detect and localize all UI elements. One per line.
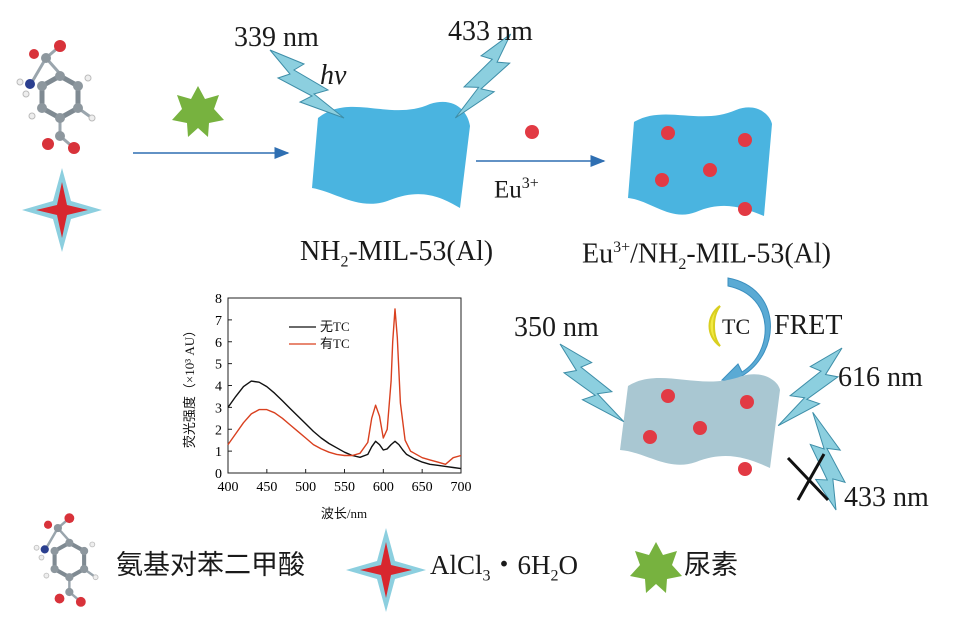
legend-salt-a: AlCl [430, 550, 483, 580]
y-tick-label: 1 [215, 445, 222, 460]
mof2-name-sup: 3+ [613, 239, 631, 256]
emission-433-label: 433 nm [448, 16, 533, 47]
eu-dot [738, 202, 752, 216]
chart-ylabel: 荧光强度（×10³ AU） [182, 324, 197, 448]
legend-salt-sub2: 2 [550, 567, 559, 585]
mof1-name-b: -MIL-53(Al) [348, 236, 494, 267]
mof1-name: NH2-MIL-53(Al) [300, 238, 493, 271]
eu-arrow-label: Eu3+ [494, 175, 539, 204]
x-tick-label: 500 [295, 480, 316, 495]
x-tick-label: 400 [218, 480, 239, 495]
fret-label: FRET [774, 310, 843, 341]
tc-label: TC [722, 314, 751, 339]
quench-cross-icon [786, 453, 830, 502]
y-tick-label: 4 [215, 380, 222, 395]
hv-label: hv [320, 60, 347, 91]
emission-616-label: 616 nm [838, 362, 923, 393]
legend-ligand-icon [34, 513, 98, 606]
mof2-name-a: Eu [582, 238, 614, 270]
mof1-name-a: NH [300, 236, 341, 267]
legend-ligand-label: 氨基对苯二甲酸 [116, 550, 305, 581]
y-tick-label: 3 [215, 401, 222, 416]
chart-lines [227, 308, 462, 470]
eu-dot [661, 389, 675, 403]
nh2-mil-53-sheet [312, 101, 470, 208]
y-tick-label: 6 [215, 336, 222, 351]
legend-salt-c: O [558, 550, 579, 580]
eu-dot [703, 163, 717, 177]
x-tick-label: 450 [256, 480, 277, 495]
mof2-name-sub: 2 [678, 255, 687, 273]
eu-dot [740, 395, 754, 409]
x-tick-label: 650 [412, 480, 433, 495]
legend-no-tc: 无TC [320, 319, 350, 334]
eu-ion-dot [525, 125, 539, 139]
chart-xlabel: 波长/nm [321, 506, 367, 521]
y-tick-label: 2 [215, 423, 222, 438]
ligand-molecule-icon [17, 40, 95, 154]
legend-salt-b: ・6H [490, 550, 551, 580]
eu-dot [643, 430, 657, 444]
series-line-tc [227, 308, 462, 465]
eu-dot [661, 126, 675, 140]
y-tick-label: 8 [215, 292, 222, 307]
y-tick-label: 7 [215, 314, 222, 329]
excitation-350-bolt-icon [550, 343, 634, 423]
eu-symbol: Eu [494, 176, 522, 204]
eu-dot [693, 421, 707, 435]
series-line-no-tc [227, 380, 462, 470]
eu-charge: 3+ [521, 175, 539, 192]
legend-alcl3-star-icon [346, 528, 426, 612]
legend-salt-sub1: 3 [482, 567, 491, 585]
quenched-433-label: 433 nm [844, 482, 929, 513]
eu-dot [655, 173, 669, 187]
mof2-name-b: /NH [630, 238, 679, 270]
x-tick-label: 700 [451, 480, 472, 495]
tc-moon-icon [708, 305, 721, 347]
eu-dot [738, 133, 752, 147]
fluorescence-chart: 400 450 500 550 600 650 700 0 1 2 3 4 5 6 7 8 无TC 有TC 波… [182, 292, 472, 521]
chart-legend: 无TC 有TC [289, 319, 350, 351]
mof2-name-c: -MIL-53(Al) [686, 238, 831, 270]
y-tick-label: 5 [215, 358, 222, 373]
excitation-350-label: 350 nm [514, 312, 599, 343]
legend-salt-label: AlCl3・6H2O [430, 552, 578, 584]
excitation-339-label: 339 nm [234, 22, 319, 53]
y-tick-label: 0 [215, 467, 222, 482]
x-tick-label: 600 [373, 480, 394, 495]
legend-tc: 有TC [320, 336, 350, 351]
legend-urea-star-icon [630, 542, 682, 593]
eu-dot [738, 462, 752, 476]
eu-mof-sheet [628, 107, 772, 216]
mof1-name-sub: 2 [340, 253, 349, 271]
urea-star-icon [172, 86, 224, 137]
mof2-name: Eu3+/NH2-MIL-53(Al) [582, 240, 831, 273]
x-tick-label: 550 [334, 480, 355, 495]
chart-ticks: 400 450 500 550 600 650 700 0 1 2 3 4 5 6 7 8 [215, 292, 472, 495]
legend-urea-label: 尿素 [684, 550, 738, 581]
alcl3-star-icon [22, 168, 102, 252]
